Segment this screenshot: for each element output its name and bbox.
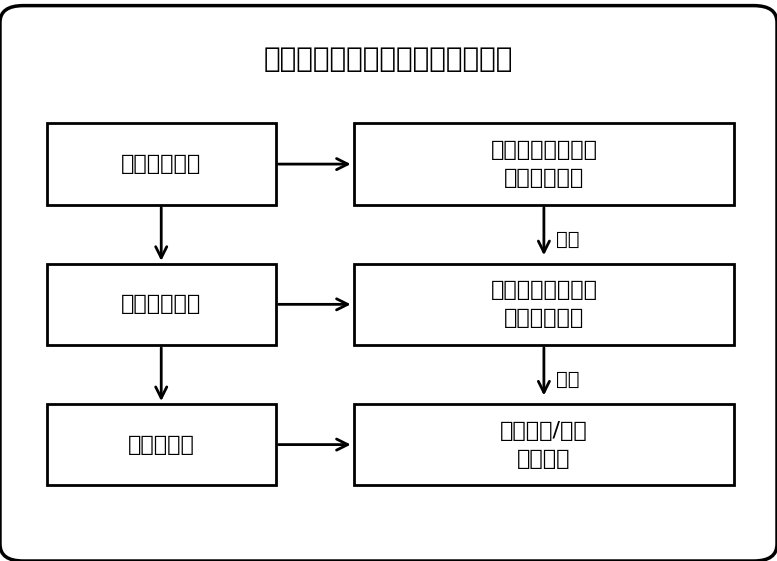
FancyBboxPatch shape — [0, 6, 777, 561]
Text: 车辆感知模块: 车辆感知模块 — [121, 154, 201, 174]
Text: 通行决策模块: 通行决策模块 — [121, 295, 201, 314]
FancyBboxPatch shape — [354, 404, 734, 485]
Text: 输入: 输入 — [556, 230, 579, 249]
Text: 矿区路口车辆通行决策系统及方法: 矿区路口车辆通行决策系统及方法 — [264, 45, 513, 73]
FancyBboxPatch shape — [47, 123, 276, 205]
FancyBboxPatch shape — [354, 123, 734, 205]
FancyBboxPatch shape — [47, 264, 276, 345]
Text: 指示灯模块: 指示灯模块 — [127, 435, 195, 454]
Text: 触发许可/禁止
通行信号: 触发许可/禁止 通行信号 — [500, 421, 587, 468]
Text: 执行矿区路口车辆
通行决策模型: 执行矿区路口车辆 通行决策模型 — [490, 280, 598, 328]
Text: 输出: 输出 — [556, 370, 579, 389]
FancyBboxPatch shape — [47, 404, 276, 485]
FancyBboxPatch shape — [354, 264, 734, 345]
Text: 采集分支道路计划
通行队列信息: 采集分支道路计划 通行队列信息 — [490, 140, 598, 188]
